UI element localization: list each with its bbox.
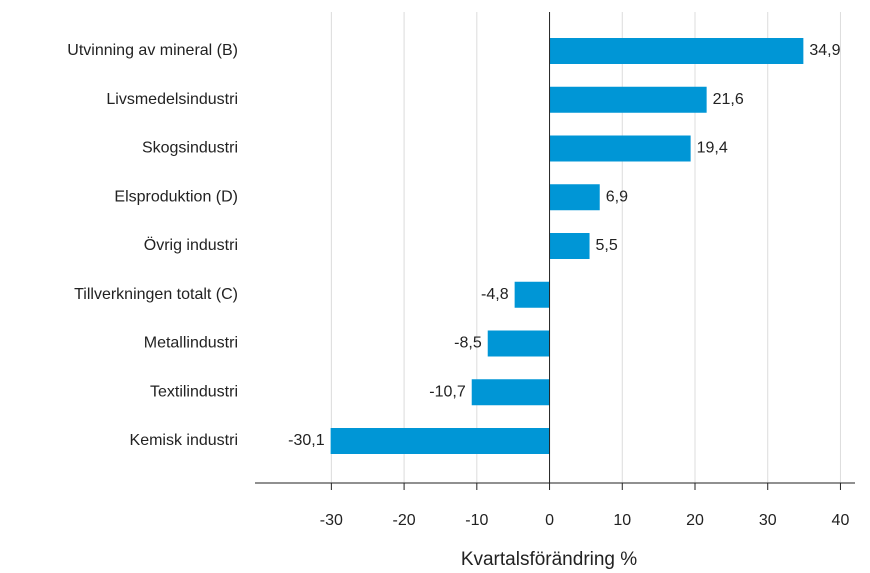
category-label: Metallindustri bbox=[144, 335, 238, 352]
value-label: 34,9 bbox=[809, 42, 840, 59]
category-label: Tillverkningen totalt (C) bbox=[74, 286, 238, 303]
value-label: -4,8 bbox=[481, 286, 509, 303]
value-label: 5,5 bbox=[596, 237, 618, 254]
x-tick-label: 40 bbox=[832, 512, 850, 529]
value-label: 21,6 bbox=[713, 91, 744, 108]
bar bbox=[330, 428, 550, 454]
category-label: Elsproduktion (D) bbox=[114, 188, 238, 205]
x-tick-label: 20 bbox=[686, 512, 704, 529]
bar bbox=[549, 184, 600, 211]
bar bbox=[549, 38, 804, 64]
x-tick-label: 10 bbox=[613, 512, 631, 529]
bar bbox=[514, 281, 550, 308]
x-tick-label: -10 bbox=[465, 512, 488, 529]
category-label: Övrig industri bbox=[144, 236, 238, 254]
x-axis-title: Kvartalsförändring % bbox=[461, 549, 637, 570]
category-label: Livsmedelsindustri bbox=[106, 91, 238, 108]
x-tick-label: 0 bbox=[545, 512, 554, 529]
bar bbox=[549, 86, 707, 113]
bar bbox=[487, 330, 550, 357]
value-label: -10,7 bbox=[429, 383, 466, 400]
x-tick-label: -30 bbox=[320, 512, 343, 529]
category-label: Kemisk industri bbox=[130, 432, 238, 449]
value-label: 19,4 bbox=[697, 140, 728, 157]
bar bbox=[549, 135, 691, 162]
category-label: Skogsindustri bbox=[142, 140, 238, 157]
x-tick-label: -20 bbox=[393, 512, 416, 529]
x-tick-label: 30 bbox=[759, 512, 777, 529]
value-label: -30,1 bbox=[288, 432, 325, 449]
bar bbox=[471, 379, 550, 406]
bar bbox=[549, 233, 590, 259]
category-label: Utvinning av mineral (B) bbox=[67, 42, 238, 59]
category-label: Textilindustri bbox=[150, 383, 238, 400]
value-label: 6,9 bbox=[606, 188, 628, 205]
value-label: -8,5 bbox=[454, 335, 482, 352]
